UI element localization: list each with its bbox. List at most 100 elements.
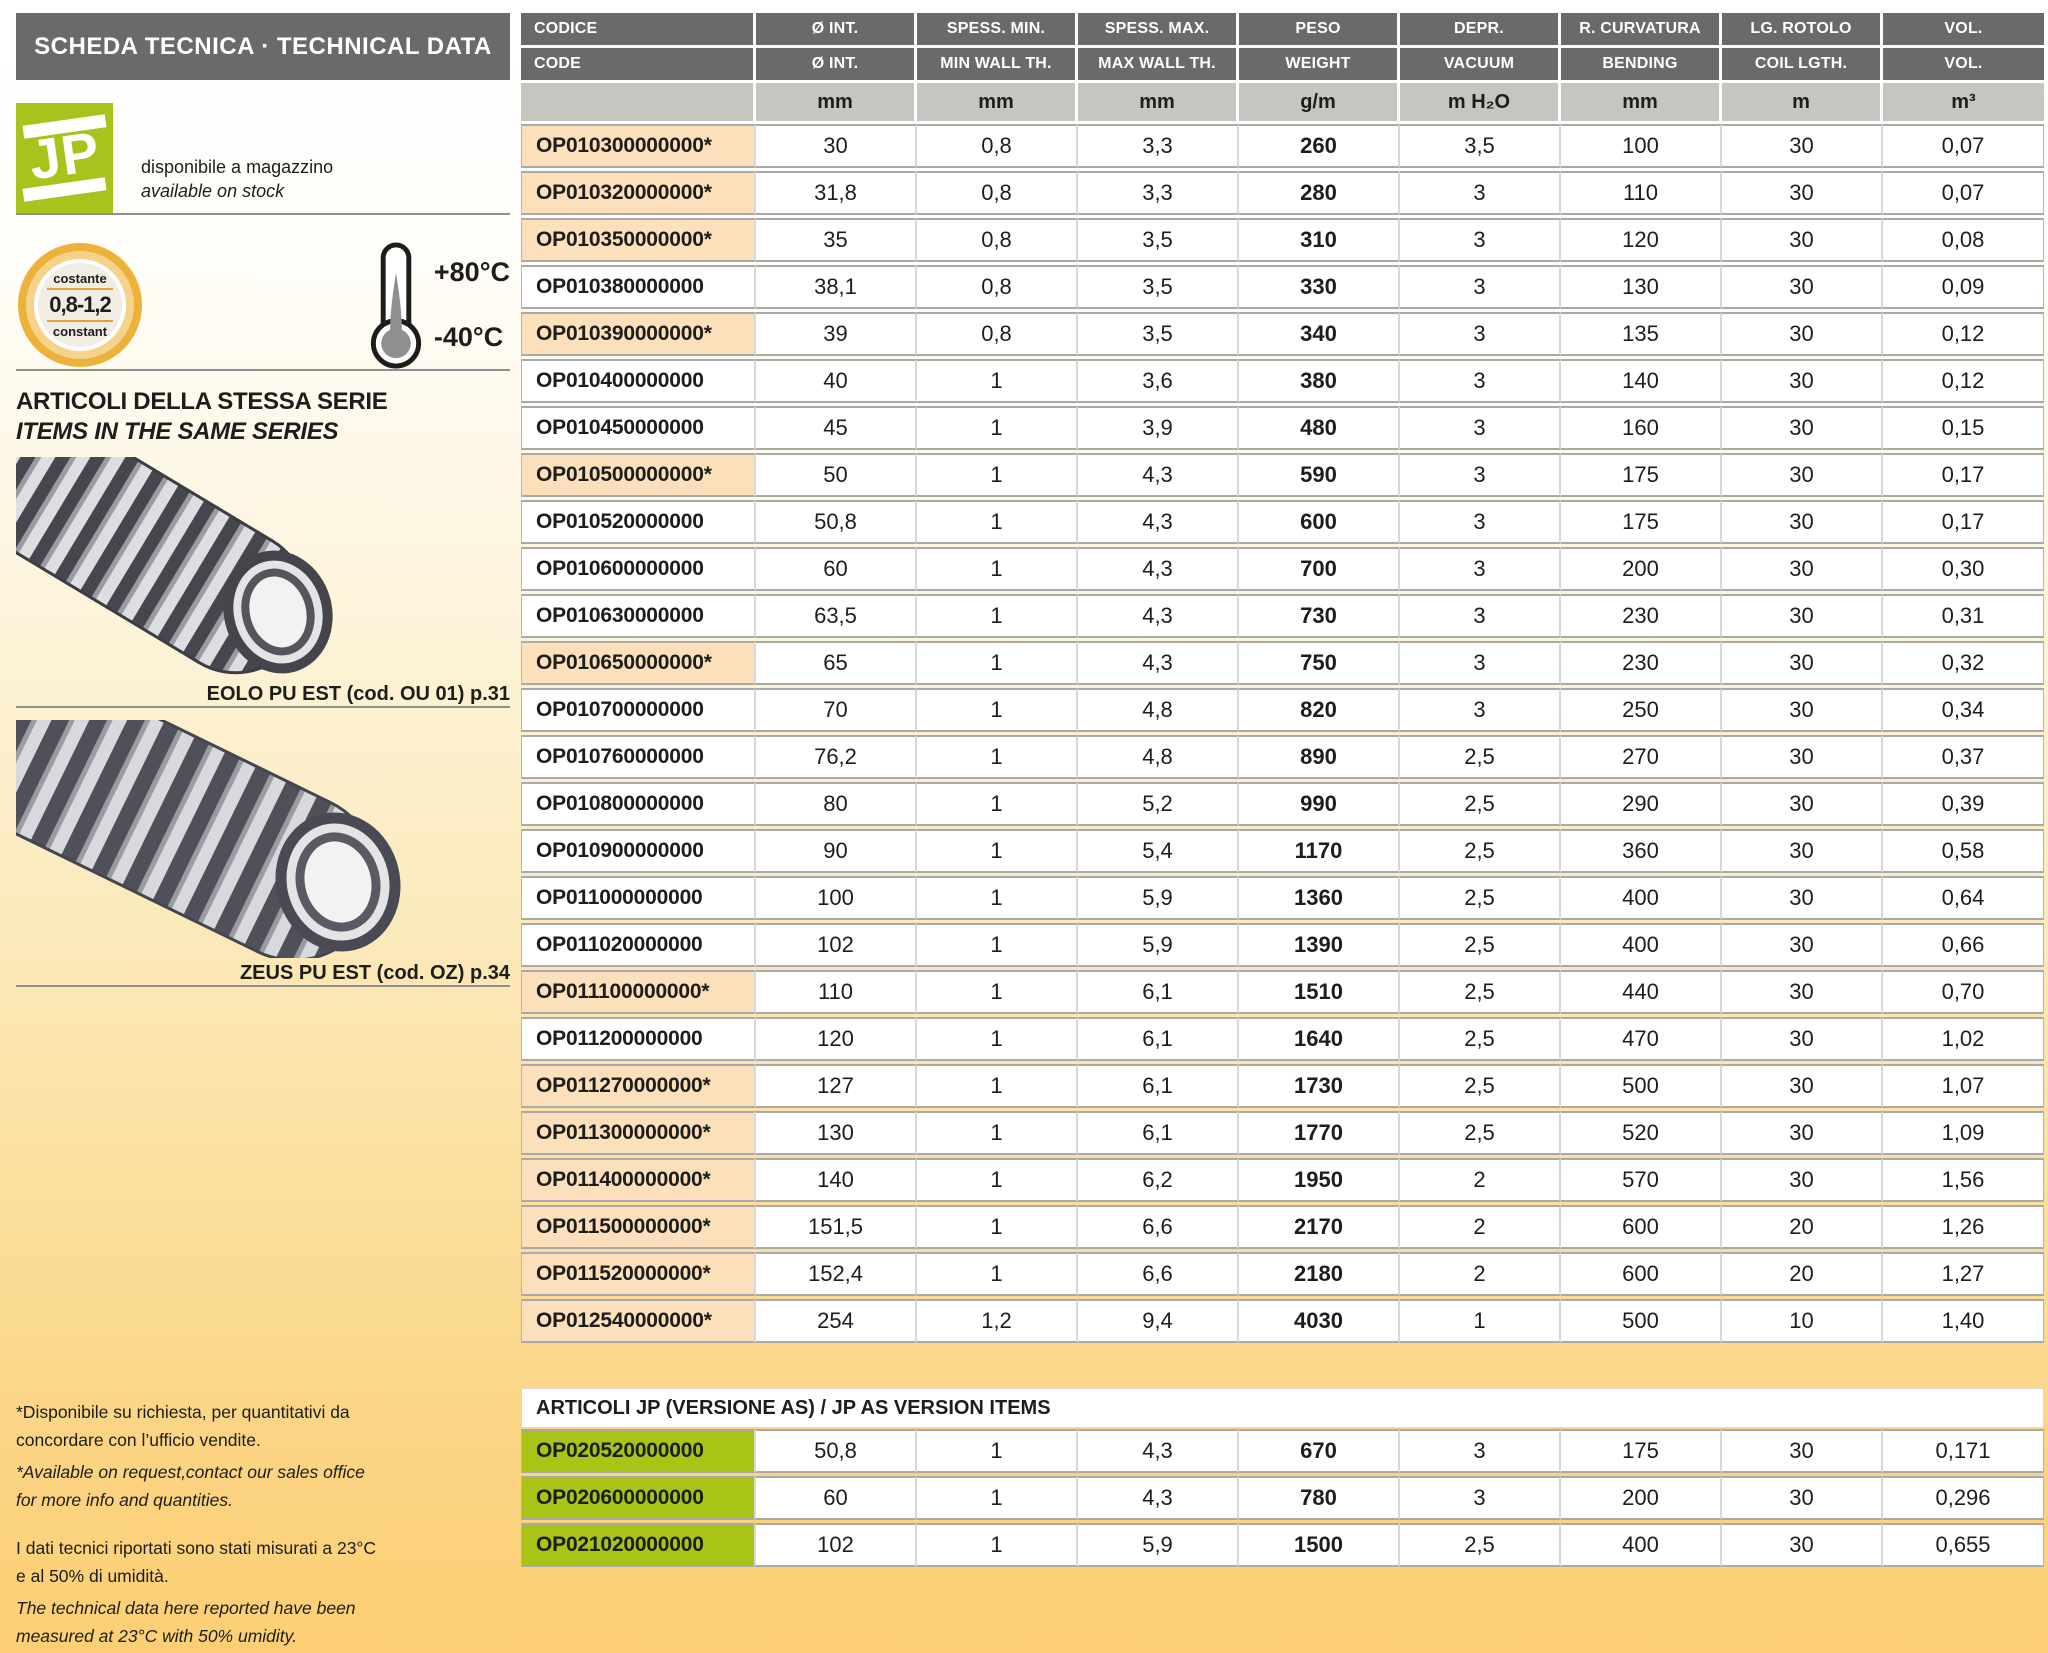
- properties-row: costante 0,8-1,2 constant: [16, 241, 510, 369]
- table-row: OP010760000000 76,2 1 4,8 890 2,5 270 30 0,37: [521, 735, 2044, 779]
- value-cell: 250: [1561, 688, 1722, 732]
- column-header: Ø INT.: [756, 13, 917, 45]
- value-cell: 3: [1400, 218, 1561, 262]
- value-cell: 330: [1239, 265, 1400, 309]
- value-cell: 600: [1239, 500, 1400, 544]
- value-cell: 0,09: [1883, 265, 2044, 309]
- value-cell: 60: [756, 547, 917, 591]
- value-cell: 110: [1561, 171, 1722, 215]
- value-cell: 30: [1722, 1523, 1883, 1567]
- code-cell: OP010380000000: [521, 265, 756, 309]
- header-row-bottom: CODE Ø INT. MIN WALL TH. MAX WALL TH. WEIGHT…: [521, 48, 2044, 80]
- value-cell: 3,6: [1078, 359, 1239, 403]
- value-cell: 0,17: [1883, 500, 2044, 544]
- value-cell: 1,56: [1883, 1158, 2044, 1202]
- value-cell: 1: [917, 500, 1078, 544]
- column-header: Ø INT.: [756, 48, 917, 80]
- value-cell: 2,5: [1400, 876, 1561, 920]
- badge-label-top: costante: [53, 271, 107, 286]
- value-cell: 1: [1400, 1299, 1561, 1343]
- value-cell: 200: [1561, 1476, 1722, 1520]
- unit-cell: g/m: [1239, 83, 1400, 121]
- footnote-availability-it: *Disponibile su richiesta, per quantitat…: [16, 1402, 350, 1450]
- value-cell: 750: [1239, 641, 1400, 685]
- value-cell: 5,9: [1078, 923, 1239, 967]
- value-cell: 4030: [1239, 1299, 1400, 1343]
- value-cell: 480: [1239, 406, 1400, 450]
- value-cell: 0,655: [1883, 1523, 2044, 1567]
- value-cell: 30: [1722, 1017, 1883, 1061]
- unit-cell: mm: [756, 83, 917, 121]
- value-cell: 2180: [1239, 1252, 1400, 1296]
- value-cell: 600: [1561, 1252, 1722, 1296]
- value-cell: 0,12: [1883, 359, 2044, 403]
- value-cell: 175: [1561, 1429, 1722, 1473]
- table-row: OP010520000000 50,8 1 4,3 600 3 175 30 0,17: [521, 500, 2044, 544]
- value-cell: 30: [1722, 359, 1883, 403]
- value-cell: 3,3: [1078, 171, 1239, 215]
- value-cell: 130: [756, 1111, 917, 1155]
- code-cell: OP010760000000: [521, 735, 756, 779]
- table-row: OP021020000000 102 1 5,9 1500 2,5 400 30 0,655: [521, 1523, 2044, 1567]
- value-cell: 1: [917, 1429, 1078, 1473]
- badge-label-bottom: constant: [52, 324, 108, 339]
- value-cell: 280: [1239, 171, 1400, 215]
- hose-image-zeus: [0, 663, 416, 962]
- jp-logo: JP: [16, 103, 113, 213]
- temperature-max: +80°C: [433, 257, 510, 287]
- table-row: OP011020000000 102 1 5,9 1390 2,5 400 30 0,66: [521, 923, 2044, 967]
- value-cell: 3: [1400, 500, 1561, 544]
- column-header: CODICE: [521, 13, 756, 45]
- value-cell: 30: [1722, 923, 1883, 967]
- value-cell: 30: [1722, 970, 1883, 1014]
- value-cell: 0,8: [917, 171, 1078, 215]
- value-cell: 30: [1722, 735, 1883, 779]
- value-cell: 50: [756, 453, 917, 497]
- value-cell: 102: [756, 1523, 917, 1567]
- code-cell: OP010630000000: [521, 594, 756, 638]
- code-cell: OP020600000000: [521, 1476, 756, 1520]
- table-row: OP011270000000* 127 1 6,1 1730 2,5 500 30 1,07: [521, 1064, 2044, 1108]
- code-cell: OP010650000000*: [521, 641, 756, 685]
- code-cell: OP011270000000*: [521, 1064, 756, 1108]
- value-cell: 3: [1400, 1476, 1561, 1520]
- technical-data-table: CODICE Ø INT. SPESS. MIN. SPESS. MAX. PESO DE…: [521, 10, 2044, 1346]
- as-version-table: OP020520000000 50,8 1 4,3 670 3 175 30 0,171 OP02…: [521, 1426, 2044, 1570]
- value-cell: 2,5: [1400, 1064, 1561, 1108]
- column-header: CODE: [521, 48, 756, 80]
- hose-photo-icon: [0, 401, 333, 675]
- constant-diameter-badge: costante 0,8-1,2 constant: [18, 243, 142, 367]
- column-header: VOL.: [1883, 13, 2044, 45]
- value-cell: 30: [1722, 453, 1883, 497]
- column-header: MIN WALL TH.: [917, 48, 1078, 80]
- value-cell: 30: [756, 124, 917, 168]
- page-title-text: SCHEDA TECNICA · TECHNICAL DATA: [34, 32, 492, 60]
- value-cell: 1,2: [917, 1299, 1078, 1343]
- table-row: OP011300000000* 130 1 6,1 1770 2,5 520 30 1,09: [521, 1111, 2044, 1155]
- value-cell: 1,27: [1883, 1252, 2044, 1296]
- value-cell: 30: [1722, 500, 1883, 544]
- value-cell: 0,30: [1883, 547, 2044, 591]
- table-row: OP020600000000 60 1 4,3 780 3 200 30 0,296: [521, 1476, 2044, 1520]
- value-cell: 1: [917, 1111, 1078, 1155]
- value-cell: 30: [1722, 406, 1883, 450]
- value-cell: 80: [756, 782, 917, 826]
- value-cell: 4,3: [1078, 1476, 1239, 1520]
- value-cell: 500: [1561, 1299, 1722, 1343]
- value-cell: 1: [917, 1476, 1078, 1520]
- table-row: OP011520000000* 152,4 1 6,6 2180 2 600 20 1,27: [521, 1252, 2044, 1296]
- footnotes: *Disponibile su richiesta, per quantitat…: [16, 1398, 496, 1653]
- value-cell: 6,1: [1078, 1111, 1239, 1155]
- value-cell: 1360: [1239, 876, 1400, 920]
- code-cell: OP010500000000*: [521, 453, 756, 497]
- table-row: OP010390000000* 39 0,8 3,5 340 3 135 30 0,12: [521, 312, 2044, 356]
- value-cell: 3,5: [1400, 124, 1561, 168]
- related-item-caption-zeus: ZEUS PU EST (cod. OZ) p.34: [239, 962, 510, 984]
- value-cell: 3: [1400, 547, 1561, 591]
- value-cell: 3,5: [1078, 218, 1239, 262]
- value-cell: 50,8: [756, 500, 917, 544]
- column-header: R. CURVATURA: [1561, 13, 1722, 45]
- value-cell: 140: [1561, 359, 1722, 403]
- code-cell: OP011000000000: [521, 876, 756, 920]
- value-cell: 0,32: [1883, 641, 2044, 685]
